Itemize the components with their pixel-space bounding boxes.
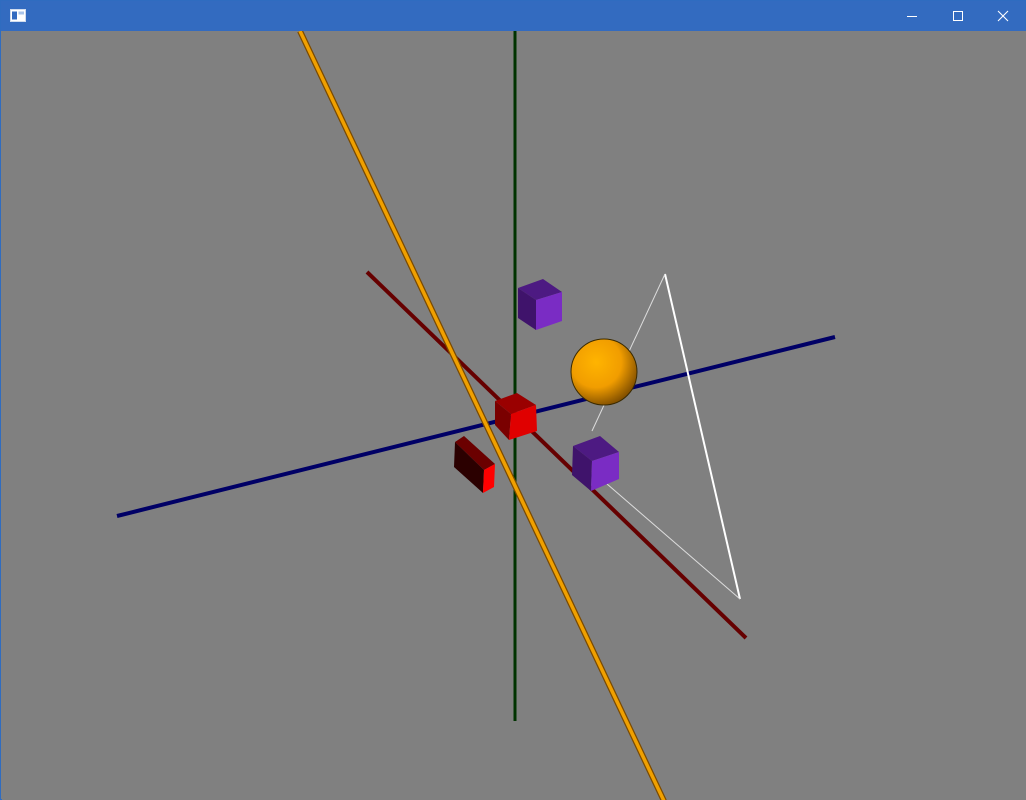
app-window-icon: [10, 9, 26, 22]
purple-cube-bottom: [572, 436, 619, 491]
minimize-button[interactable]: [889, 1, 935, 31]
wire-triangle: [591, 273, 741, 600]
orange-sphere: [570, 338, 638, 406]
maximize-icon: [953, 11, 963, 21]
red-box-left: [454, 436, 495, 493]
title-bar[interactable]: [1, 1, 1025, 31]
3d-scene: [116, 31, 836, 800]
3d-viewport[interactable]: [2, 31, 1026, 800]
x-axis-line: [116, 335, 836, 518]
minimize-icon: [907, 16, 917, 17]
purple-cube-top: [518, 279, 562, 330]
diagonal-orange-line-highlight: [298, 31, 666, 800]
close-icon: [997, 10, 1009, 22]
z-axis-line: [365, 270, 748, 640]
red-cube-center: [495, 393, 537, 440]
maximize-button[interactable]: [935, 1, 981, 31]
close-button[interactable]: [980, 1, 1026, 31]
